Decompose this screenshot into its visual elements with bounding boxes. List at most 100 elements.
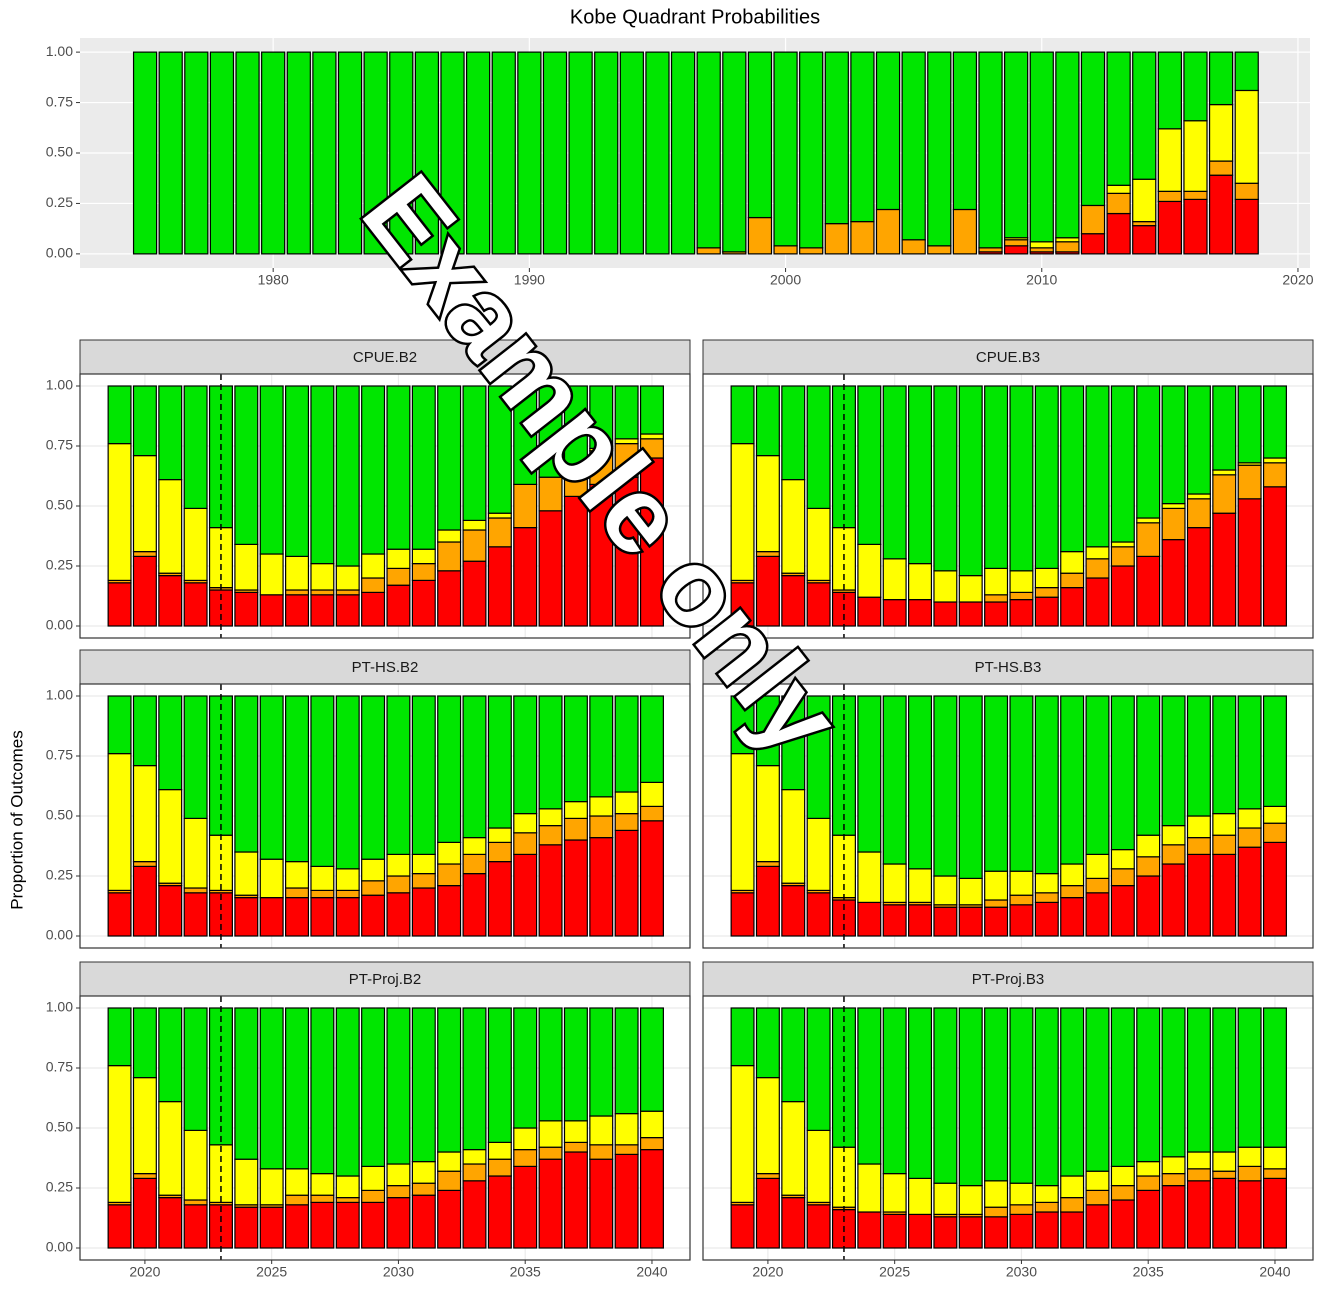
bar-segment: [361, 1165, 386, 1192]
bar-segment: [1186, 1168, 1211, 1182]
bar-segment: [1136, 834, 1161, 858]
bar-segment: [1161, 538, 1186, 627]
bar-segment: [1161, 824, 1186, 846]
bar-segment: [158, 1007, 183, 1103]
bar-segment: [487, 1141, 512, 1160]
bar-segment: [1212, 512, 1237, 627]
bar-segment: [386, 853, 411, 877]
bar-segment: [882, 863, 907, 904]
bar-segment: [589, 836, 614, 937]
bar-segment: [361, 577, 386, 593]
bar-segment: [563, 1151, 588, 1249]
bar-segment: [933, 601, 958, 627]
bar-segment: [361, 695, 386, 860]
bar-segment: [563, 839, 588, 937]
bar-segment: [1237, 1146, 1262, 1167]
bar-segment: [563, 1120, 588, 1144]
bar-segment: [538, 824, 563, 846]
bar-segment: [259, 1206, 284, 1249]
bar-segment: [1183, 198, 1208, 255]
bar-segment: [285, 589, 310, 596]
bar-segment: [234, 591, 259, 627]
bar-segment: [1262, 822, 1287, 844]
y-tick-label: 0.50: [46, 144, 73, 160]
bar-segment: [857, 851, 882, 904]
bar-segment: [158, 479, 183, 574]
bar-segment: [614, 385, 639, 440]
bar-segment: [1009, 1182, 1034, 1206]
bar-segment: [285, 1204, 310, 1249]
bar-segment: [208, 1144, 233, 1204]
bar-segment: [234, 543, 259, 591]
bar-segment: [1262, 385, 1287, 459]
bar-segment: [386, 695, 411, 855]
bar-segment: [1212, 1177, 1237, 1249]
bar-segment: [589, 1007, 614, 1117]
bar-segment: [984, 1206, 1009, 1218]
bar-segment: [1186, 815, 1211, 839]
bar-segment: [158, 574, 183, 627]
bar-segment: [361, 894, 386, 937]
bar-segment: [619, 51, 644, 255]
y-tick-label: 0.25: [46, 1179, 73, 1195]
bar-segment: [589, 796, 614, 817]
bar-segment: [538, 1120, 563, 1148]
bar-segment: [310, 1194, 335, 1203]
bar-segment: [158, 51, 183, 255]
panel-border: [702, 373, 1314, 639]
bar-segment: [1132, 220, 1157, 227]
bar-segment: [984, 385, 1009, 569]
bar-segment: [183, 887, 208, 894]
bar-segment: [901, 239, 926, 255]
bar-segment: [882, 904, 907, 937]
bar-segment: [984, 594, 1009, 603]
y-tick-label: 0.25: [46, 867, 73, 883]
bar-segment: [542, 51, 568, 255]
bar-segment: [781, 884, 806, 937]
bar-segment: [310, 594, 335, 627]
bar-segment: [363, 51, 388, 255]
bar-segment: [335, 385, 360, 567]
bar-segment: [747, 216, 773, 255]
bar-segment: [984, 695, 1009, 872]
bar-segment: [1110, 565, 1135, 627]
y-tick-label: 0.00: [46, 245, 73, 261]
bar-segment: [781, 1007, 806, 1103]
bar-segment: [261, 51, 286, 255]
bar-segment: [411, 872, 436, 889]
bar-segment: [361, 1189, 386, 1204]
bar-segment: [1234, 198, 1259, 255]
bar-segment: [285, 860, 310, 889]
bar-segment: [1009, 894, 1034, 906]
bar-segment: [1034, 1201, 1059, 1213]
bar-segment: [958, 1007, 983, 1187]
bar-segment: [386, 892, 411, 937]
bar-segment: [462, 529, 487, 562]
bar-segment: [513, 832, 538, 855]
bar-segment: [285, 887, 310, 899]
bar-segment: [614, 812, 639, 831]
y-tick-label: 0.75: [46, 93, 73, 109]
x-tick-label: 2035: [1133, 1264, 1164, 1280]
bar-segment: [337, 51, 363, 255]
y-tick-label: 0.25: [46, 557, 73, 573]
y-tick-label: 1.00: [46, 687, 73, 703]
bar-segment: [158, 695, 183, 791]
bar-segment: [755, 1076, 780, 1175]
bar-segment: [933, 1216, 958, 1249]
bar-segment: [386, 567, 411, 586]
bar-segment: [285, 695, 310, 863]
bar-segment: [563, 1007, 588, 1122]
y-tick-label: 0.75: [46, 437, 73, 453]
bar-segment: [806, 892, 831, 937]
bar-segment: [781, 385, 806, 481]
bar-segment: [335, 1175, 360, 1199]
bar-segment: [1161, 1007, 1186, 1158]
bar-segment: [1136, 522, 1161, 557]
bar-segment: [958, 385, 983, 577]
bar-segment: [908, 1177, 933, 1216]
bar-segment: [978, 51, 1003, 249]
bar-segment: [1157, 51, 1182, 130]
bar-segment: [1157, 128, 1182, 192]
